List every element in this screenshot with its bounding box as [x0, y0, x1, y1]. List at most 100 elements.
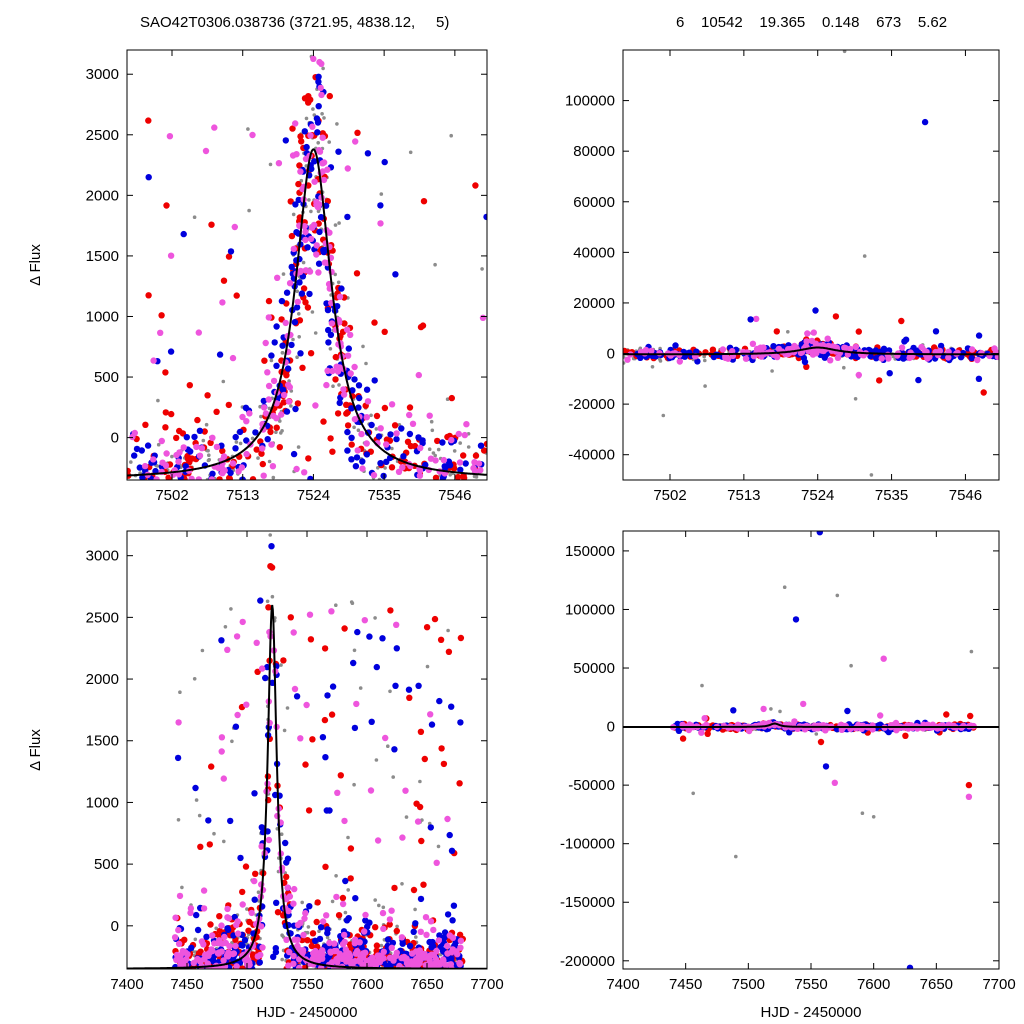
data-point-grey [259, 414, 263, 419]
data-point-grey [279, 832, 284, 836]
data-point-outlier [661, 413, 666, 418]
data-point-red [980, 389, 987, 396]
data-point-pink [229, 460, 237, 467]
data-point-pink [306, 611, 314, 618]
x-tick-label: 7502 [155, 487, 188, 504]
data-point-red [411, 442, 419, 450]
data-point-pink [328, 320, 336, 327]
data-point-pink [361, 928, 368, 935]
y-tick-label: -200000 [560, 953, 615, 970]
data-point-pink [262, 339, 269, 347]
data-point-red [391, 884, 398, 892]
data-point-red [423, 624, 431, 631]
data-point-red [298, 138, 305, 145]
data-point-red [299, 364, 306, 371]
data-point-blue [303, 143, 310, 151]
data-point-grey [155, 464, 160, 468]
data-point-red [341, 625, 348, 632]
data-point-pink [356, 939, 363, 946]
data-point-blue [730, 707, 737, 714]
data-point-blue [216, 351, 224, 358]
data-point-pink [176, 449, 183, 456]
plot-frame [622, 49, 1000, 481]
data-point-pink [254, 953, 261, 960]
data-point-red [335, 912, 343, 919]
data-point-pink [166, 133, 174, 140]
data-point-blue [316, 935, 324, 943]
data-point-red [373, 942, 381, 949]
data-point-red [283, 873, 290, 881]
data-point-pink [224, 914, 231, 921]
data-point-red [259, 460, 266, 468]
data-point-outlier [747, 316, 754, 323]
data-point-red [302, 761, 309, 768]
data-point-blue [282, 137, 289, 144]
data-point-red [304, 937, 311, 944]
data-point-blue [439, 439, 446, 446]
data-point-blue [191, 433, 198, 441]
data-point-red [332, 376, 339, 383]
data-point-red [432, 474, 440, 480]
data-point-blue [316, 228, 323, 236]
data-point-pink [282, 319, 289, 327]
model-curve [623, 346, 999, 356]
data-point-blue [379, 635, 386, 642]
data-point-grey [337, 221, 341, 225]
data-point-red [304, 304, 312, 311]
data-point-pink [382, 734, 389, 742]
data-point-blue [144, 442, 152, 449]
data-point-outlier [849, 663, 853, 668]
y-tick-label: 3000 [86, 548, 119, 565]
data-point-grey [267, 459, 272, 464]
data-layer [623, 531, 999, 969]
data-point-pink [406, 411, 413, 419]
data-point-pink [399, 464, 406, 471]
data-point-pink [448, 949, 455, 956]
data-point-pink [453, 948, 460, 955]
data-point-pink [286, 893, 294, 900]
data-point-pink [791, 718, 798, 725]
data-point-pink [353, 700, 360, 708]
data-point-red [322, 863, 329, 870]
data-point-blue [314, 129, 321, 136]
data-point-grey [229, 607, 233, 611]
data-point-pink [461, 431, 468, 439]
data-point-pink [319, 951, 326, 958]
data-point-grey [333, 223, 338, 227]
x-tick-label: 7513 [226, 487, 259, 504]
data-point-pink [310, 55, 317, 62]
data-point-pink [299, 185, 306, 193]
data-point-pink [425, 953, 433, 961]
data-point-pink [243, 701, 250, 708]
data-point-blue [336, 399, 343, 407]
data-point-grey [395, 924, 399, 929]
data-point-grey [413, 907, 417, 912]
data-point-pink [366, 956, 374, 964]
data-point-red [339, 894, 347, 902]
data-point-blue [324, 692, 331, 699]
data-point-pink [193, 443, 200, 451]
data-point-outlier [822, 763, 830, 770]
data-point-red [332, 353, 339, 361]
data-point-pink [444, 942, 451, 950]
data-point-blue [801, 358, 809, 366]
data-point-grey [156, 442, 161, 447]
data-point-red [898, 317, 905, 325]
data-point-blue [371, 377, 378, 384]
y-tick-label: 3000 [86, 66, 119, 83]
data-point-grey [466, 445, 471, 449]
data-point-blue [313, 115, 321, 122]
data-point-grey [377, 903, 381, 908]
data-point-pink [698, 729, 705, 736]
data-point-pink [175, 926, 182, 934]
data-point-red [267, 563, 274, 570]
data-point-red [207, 921, 214, 928]
data-point-blue [415, 682, 422, 689]
data-point-red [309, 930, 317, 937]
data-point-blue [243, 437, 250, 444]
data-point-pink [317, 84, 324, 92]
data-point-pink [153, 476, 160, 480]
plot-frame [126, 530, 488, 970]
data-point-pink [209, 434, 216, 441]
data-point-pink [291, 885, 298, 893]
